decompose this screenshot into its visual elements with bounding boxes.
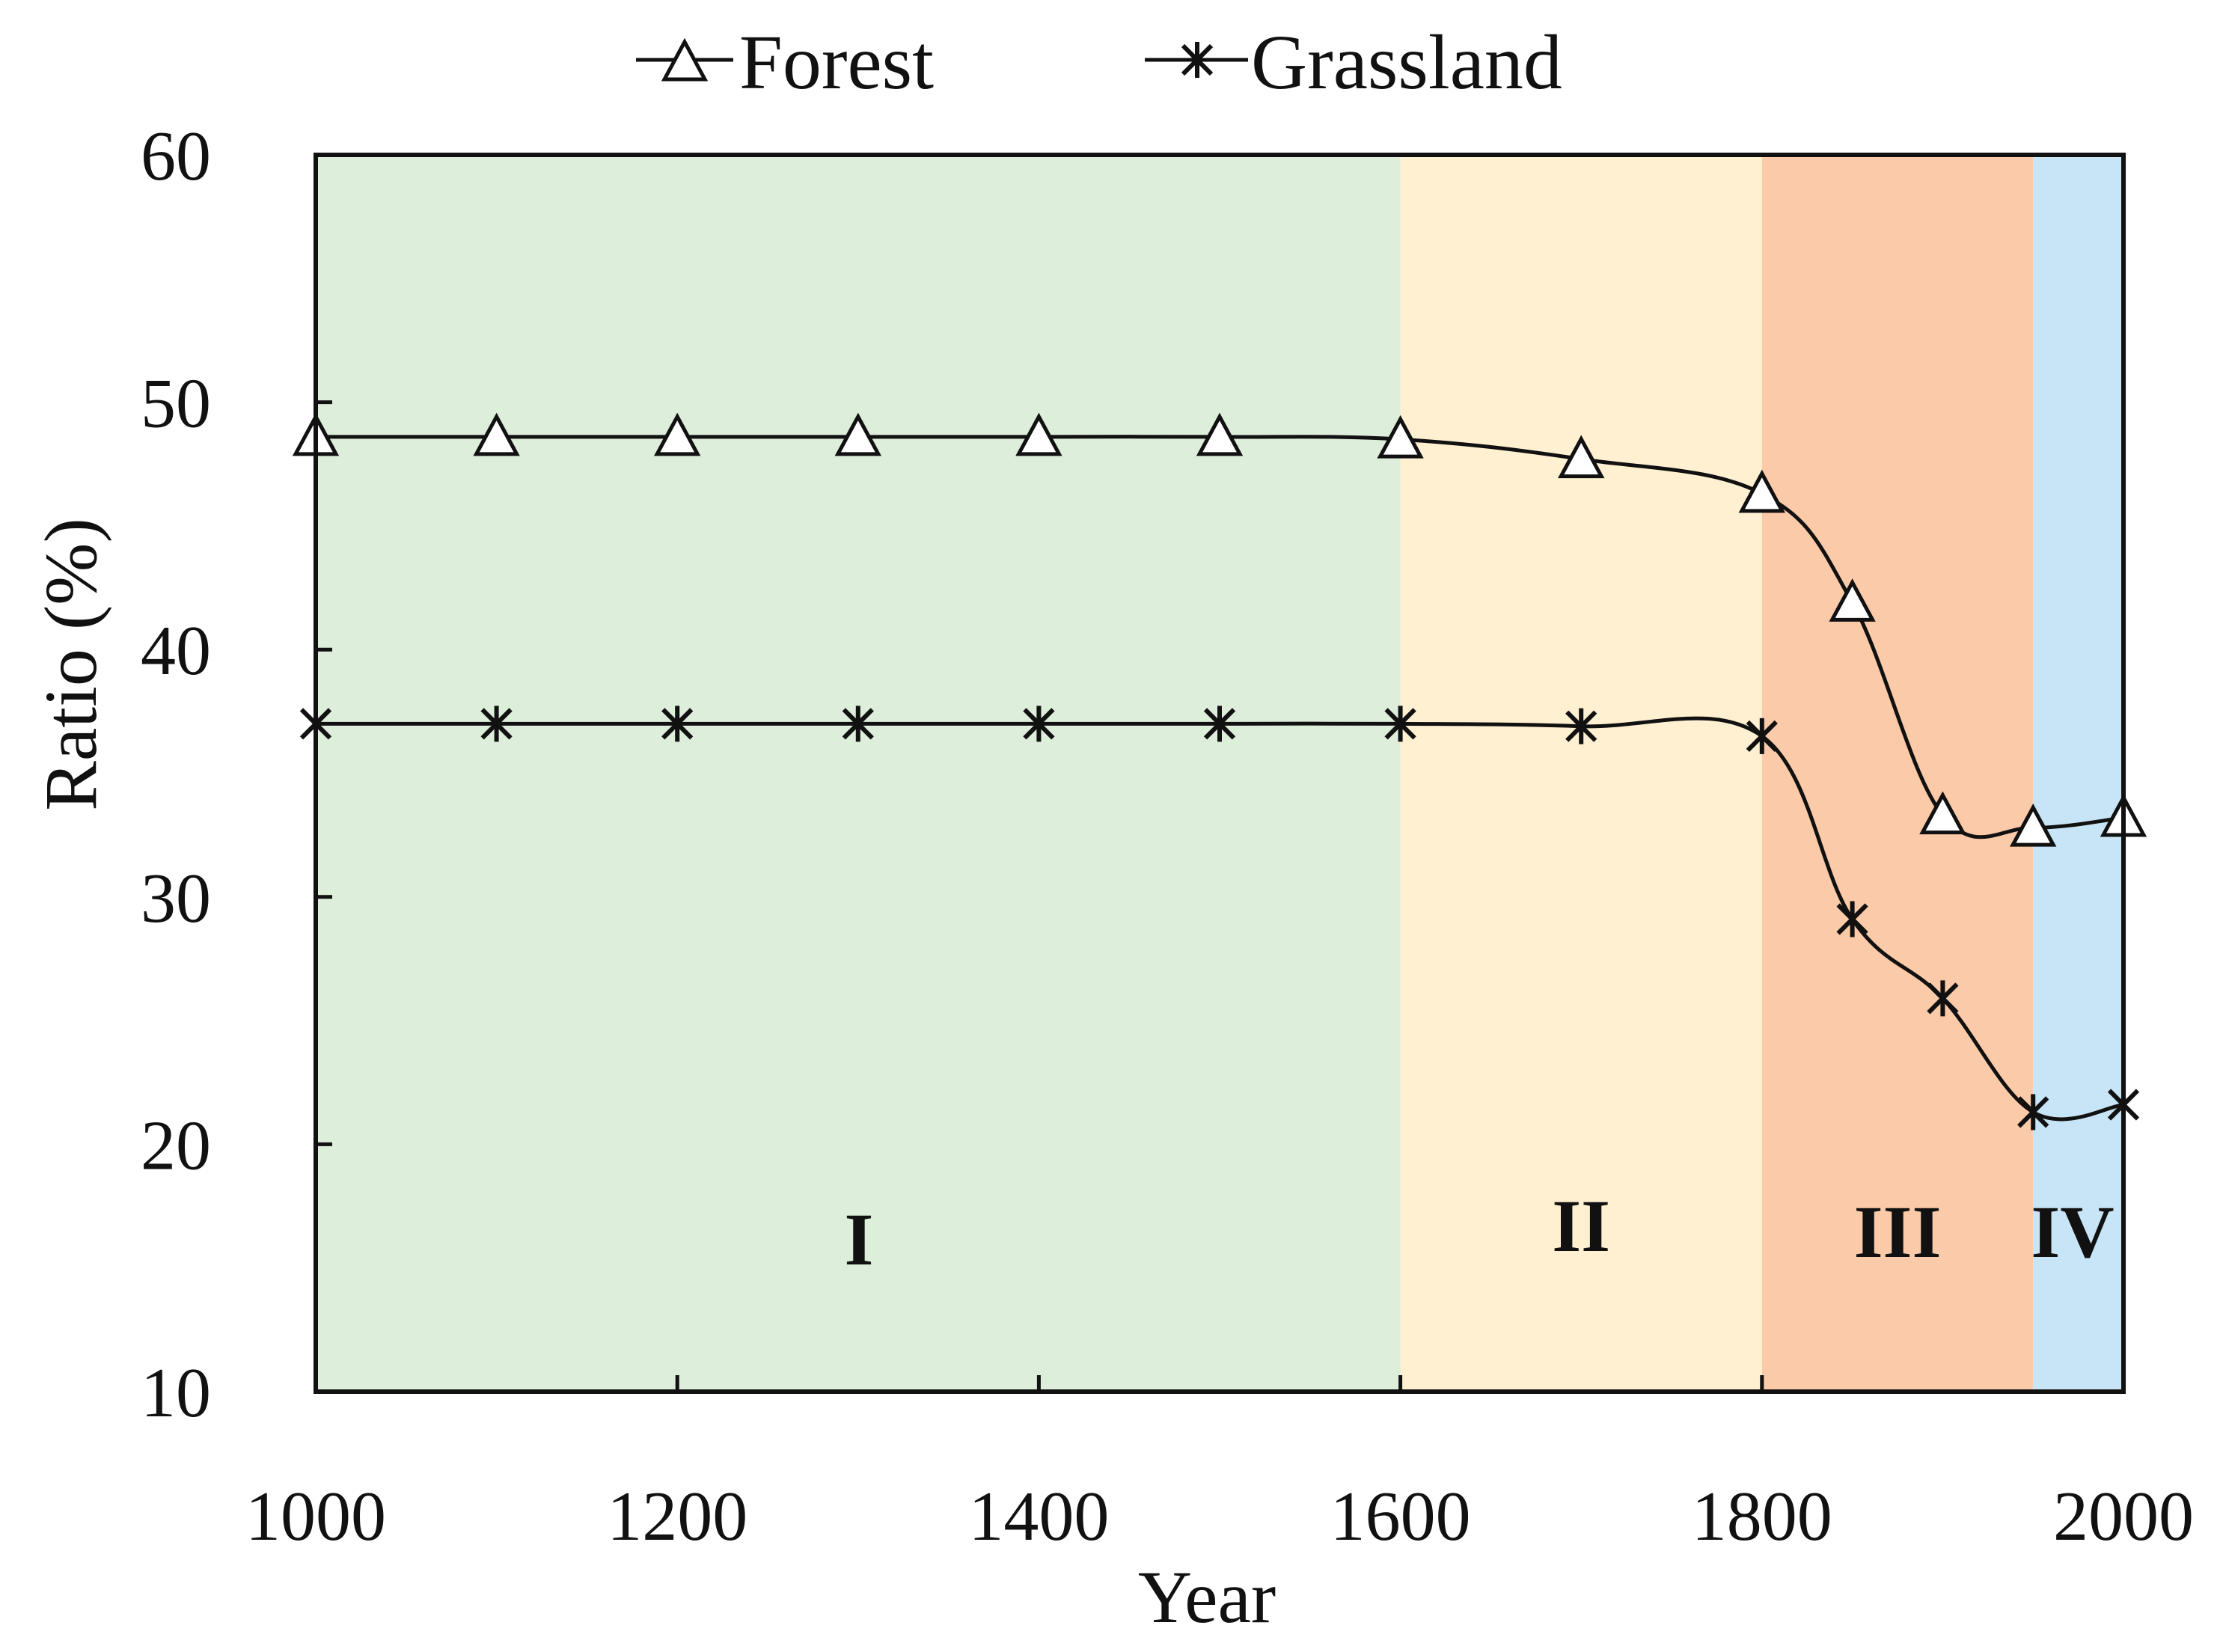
- legend-triangle-icon: [661, 37, 709, 82]
- plot-frame: [314, 153, 2126, 1394]
- y-tick-label: 30: [141, 860, 211, 937]
- y-tick-label: 50: [141, 365, 211, 443]
- point-grassland: [2017, 1094, 2049, 1131]
- period-band-iv: [2033, 155, 2123, 1392]
- point-grassland: [1384, 706, 1416, 742]
- point-grassland: [1746, 718, 1778, 754]
- point-grassland: [480, 706, 513, 742]
- point-grassland: [1023, 706, 1055, 742]
- point-grassland: [661, 706, 694, 742]
- point-grassland: [1927, 980, 1959, 1017]
- point-grassland: [842, 706, 874, 742]
- period-label-iii: III: [1854, 1190, 1942, 1273]
- period-bands: [316, 155, 2123, 1392]
- period-band-i: [316, 155, 1401, 1392]
- period-band-ii: [1400, 155, 1762, 1392]
- y-tick-label: 60: [141, 117, 211, 195]
- period-label-ii: II: [1552, 1184, 1610, 1267]
- x-tick-label: 1000: [245, 1478, 386, 1555]
- legend-label-grassland: Grassland: [1251, 19, 1562, 105]
- point-forest: [473, 412, 520, 456]
- y-axis-title: Ratio (%): [29, 518, 112, 811]
- point-forest: [2010, 803, 2057, 847]
- legend-asterisk-marker: [1181, 42, 1214, 78]
- y-tick-label: 40: [141, 612, 211, 690]
- legend-label-forest: Forest: [739, 19, 934, 105]
- point-grassland: [1565, 708, 1597, 744]
- point-forest: [1919, 791, 1966, 835]
- period-band-iii: [1761, 155, 2034, 1392]
- x-axis-title: Year: [1138, 1555, 1276, 1639]
- point-forest: [834, 412, 881, 456]
- series-markers: [292, 412, 2147, 1131]
- point-forest: [1829, 578, 1876, 622]
- x-tick-label: 1800: [1692, 1478, 1832, 1555]
- point-forest: [1196, 412, 1244, 456]
- y-tick-label: 10: [141, 1354, 211, 1432]
- x-tick-label: 1400: [968, 1478, 1109, 1555]
- x-tick-label: 1200: [607, 1478, 747, 1555]
- x-tick-label: 1600: [1330, 1478, 1471, 1555]
- point-grassland: [1836, 901, 1868, 937]
- point-grassland: [1203, 706, 1236, 742]
- point-forest: [1558, 435, 1605, 479]
- period-label-iv: IV: [2031, 1190, 2114, 1273]
- point-forest: [1377, 414, 1424, 459]
- legend-triangle-marker: [661, 37, 709, 82]
- period-label-i: I: [845, 1198, 874, 1281]
- point-forest: [654, 412, 701, 456]
- point-forest: [1738, 469, 1785, 513]
- axis-ticks: 1000 1200 1400 1600 1800 2000 10 20 30 40 50 60: [141, 117, 2194, 1555]
- y-tick-label: 20: [141, 1107, 211, 1184]
- x-tick-label: 2000: [2053, 1478, 2194, 1555]
- legend: Forest Grassland: [636, 19, 1562, 105]
- point-forest: [1015, 412, 1062, 456]
- period-labels: I II III IV: [845, 1184, 2115, 1281]
- legend-asterisk-icon: [1181, 42, 1214, 78]
